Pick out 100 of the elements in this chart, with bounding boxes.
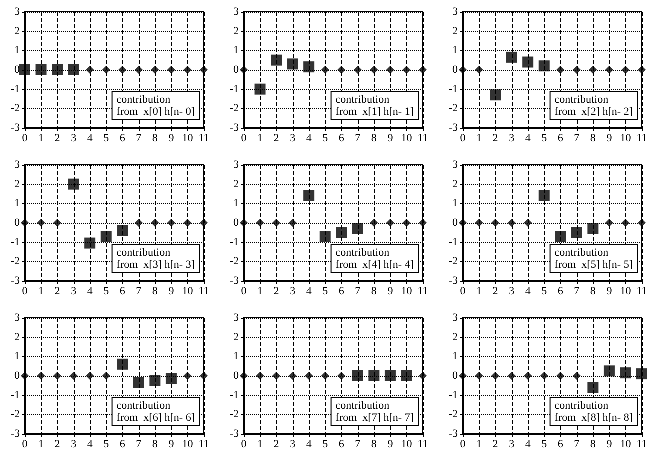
point	[100, 231, 112, 242]
point	[166, 373, 177, 384]
y-tick-label: -2	[448, 102, 458, 115]
x-tick-label: 11	[636, 438, 648, 450]
point	[540, 372, 548, 380]
x-tick-label: 2	[54, 286, 60, 298]
y-tick-label: -1	[448, 236, 458, 248]
point	[254, 84, 266, 95]
x-tick-label: 1	[476, 438, 482, 450]
x-tick-label: 9	[606, 438, 613, 450]
x-tick-label: 6	[338, 132, 345, 144]
y-tick-label: -1	[10, 389, 20, 402]
y-tick-label: 1	[14, 198, 20, 210]
point	[571, 227, 582, 238]
y-tick-label: 2	[14, 25, 20, 38]
y-tick-label: 1	[234, 350, 239, 363]
x-tick-label: 2	[274, 438, 280, 450]
x-tick-label: 3	[509, 132, 516, 144]
point	[184, 219, 192, 227]
point	[272, 219, 281, 227]
point	[636, 368, 648, 380]
x-tick-label: 7	[136, 438, 142, 450]
point	[117, 225, 128, 236]
x-tick-label: 4	[525, 132, 532, 144]
point	[102, 372, 110, 380]
x-tick-label: 0	[460, 132, 466, 144]
x-tick-label: 11	[418, 286, 428, 298]
x-tick-label: 2	[274, 286, 280, 298]
y-tick-label: -3	[230, 275, 240, 287]
x-tick-label: 0	[22, 286, 28, 298]
point	[622, 66, 630, 74]
annotation: contribution from x[0] h[n- 0]	[116, 94, 196, 118]
point	[133, 377, 144, 388]
y-tick-label: 0	[452, 217, 458, 229]
y-tick-label: 0	[234, 64, 240, 76]
x-tick-label: 4	[87, 286, 94, 298]
y-tick-label: 3	[14, 159, 20, 171]
x-tick-label: 7	[355, 286, 362, 298]
y-tick-label: -2	[230, 256, 239, 268]
x-tick-label: 2	[54, 438, 60, 450]
point	[475, 219, 484, 227]
annotation: contribution from x[3] h[n- 3]	[116, 247, 196, 271]
x-tick-label: 6	[120, 286, 126, 298]
x-tick-label: 8	[371, 286, 378, 298]
point	[150, 375, 161, 386]
x-tick-label: 4	[87, 438, 94, 450]
y-tick-label: 2	[234, 331, 239, 344]
point	[167, 219, 176, 227]
point	[522, 56, 534, 68]
x-tick-label: 7	[574, 132, 580, 144]
point	[37, 219, 46, 227]
x-tick-label: 10	[620, 438, 632, 450]
x-tick-label: 6	[338, 438, 345, 450]
y-tick-label: 3	[14, 312, 20, 324]
y-tick-label: -3	[448, 122, 458, 134]
point	[338, 66, 346, 74]
x-tick-label: 1	[476, 132, 482, 144]
x-tick-label: 9	[606, 286, 613, 298]
annotation: contribution from x[5] h[n- 5]	[554, 247, 634, 271]
point	[402, 219, 411, 227]
x-tick-label: 10	[620, 286, 632, 298]
x-tick-label: 11	[418, 438, 428, 450]
x-tick-label: 2	[492, 132, 498, 144]
y-tick-label: 1	[14, 44, 20, 57]
x-tick-label: 11	[198, 132, 210, 144]
y-tick-label: 3	[452, 159, 458, 171]
y-tick-label: -2	[230, 408, 239, 421]
x-tick-label: 2	[492, 438, 498, 450]
point	[508, 372, 516, 380]
x-tick-label: 4	[306, 132, 312, 144]
point	[538, 60, 550, 72]
point	[538, 190, 550, 202]
point	[37, 372, 46, 380]
x-tick-label: 3	[290, 132, 296, 144]
y-tick-label: 2	[234, 178, 239, 190]
y-tick-label: 0	[452, 370, 458, 382]
point	[620, 368, 632, 379]
point	[588, 223, 599, 234]
y-tick-label: 3	[234, 6, 240, 18]
y-tick-label: 3	[452, 6, 458, 18]
point	[419, 219, 427, 227]
point	[21, 372, 29, 380]
y-tick-label: 3	[234, 159, 240, 171]
x-tick-label: 5	[322, 132, 329, 144]
x-tick-label: 5	[104, 132, 110, 144]
point	[419, 66, 427, 74]
x-tick-label: 6	[338, 286, 345, 298]
y-tick-label: 1	[452, 198, 458, 210]
x-tick-label: 2	[274, 132, 280, 144]
point	[240, 219, 248, 227]
y-tick-label: 3	[234, 312, 240, 324]
x-tick-label: 10	[401, 438, 413, 450]
x-tick-label: 3	[71, 132, 78, 144]
y-tick-label: 0	[234, 217, 240, 229]
x-tick-label: 8	[590, 438, 596, 450]
y-tick-label: 2	[452, 331, 458, 344]
y-tick-label: -3	[448, 275, 458, 287]
point	[321, 66, 330, 74]
x-tick-label: 8	[371, 132, 378, 144]
point	[524, 372, 532, 380]
